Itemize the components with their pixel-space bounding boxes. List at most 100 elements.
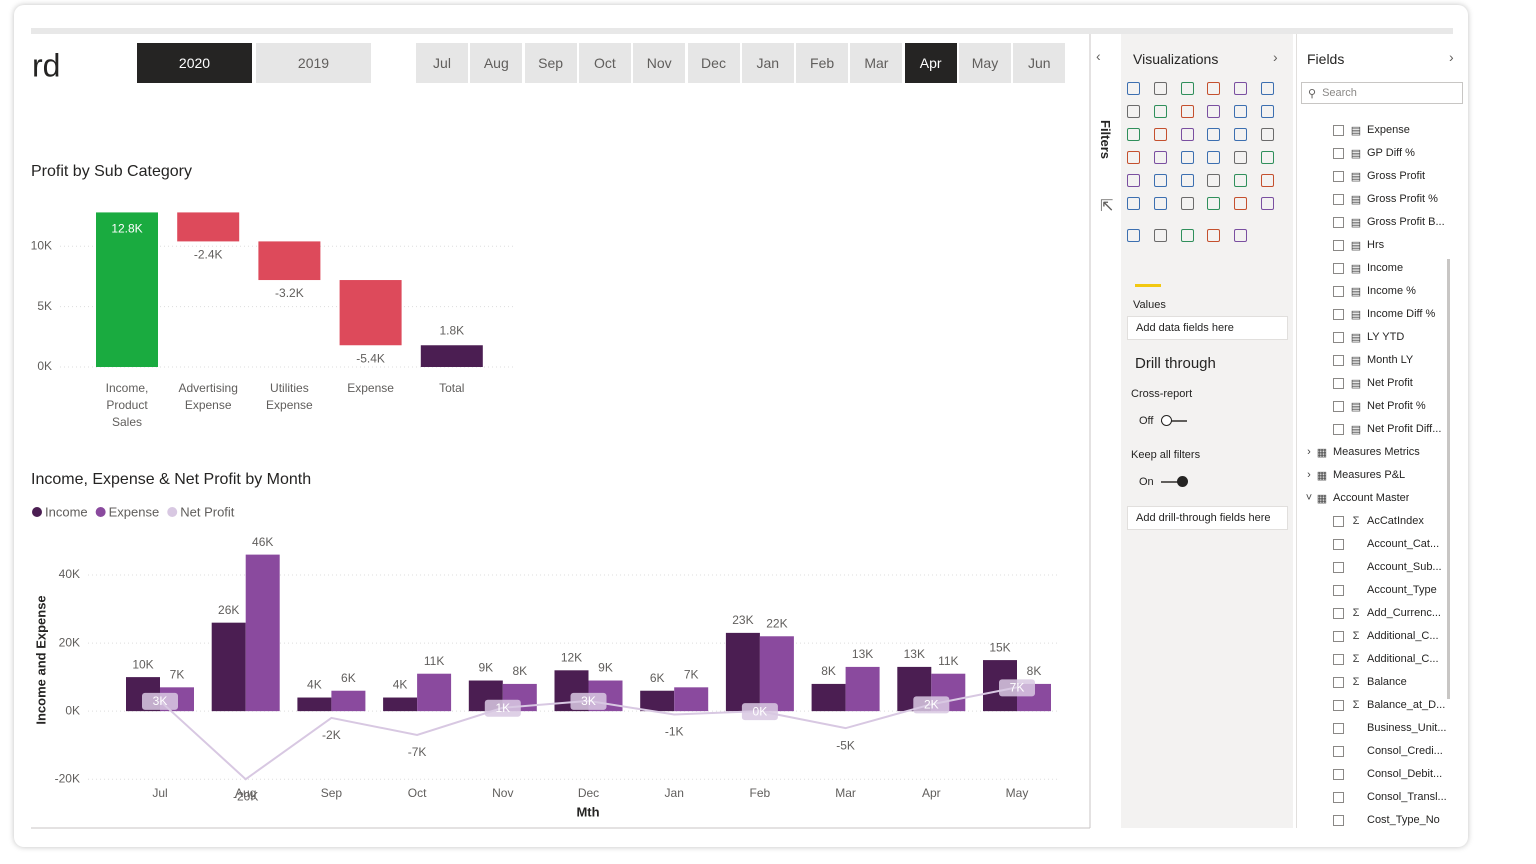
- checkbox[interactable]: [1333, 331, 1344, 343]
- toggle[interactable]: On: [1139, 476, 1188, 488]
- checkbox[interactable]: [1333, 630, 1344, 642]
- month-button[interactable]: Nov: [633, 43, 686, 83]
- search-box[interactable]: ⚲ Search: [1301, 82, 1463, 104]
- visual-icon[interactable]: [1127, 174, 1140, 187]
- field-item[interactable]: Consol_Credi...: [1301, 742, 1455, 760]
- visual-icon[interactable]: [1234, 82, 1248, 95]
- field-item[interactable]: Σ Additional_C...: [1301, 650, 1455, 668]
- field-item[interactable]: Account_Type: [1301, 581, 1455, 599]
- collapse-filters[interactable]: ‹: [1096, 48, 1101, 64]
- field-item[interactable]: Cost_Type_No: [1301, 811, 1455, 829]
- visual-icon[interactable]: [1180, 197, 1194, 210]
- field-item[interactable]: ▤ Expense: [1301, 121, 1455, 139]
- visual-icon[interactable]: [1261, 197, 1274, 210]
- visual-icon[interactable]: [1261, 174, 1274, 187]
- visual-icon[interactable]: [1261, 105, 1274, 118]
- visual-icon[interactable]: [1234, 128, 1248, 141]
- checkbox[interactable]: [1333, 538, 1344, 550]
- visual-icon[interactable]: [1207, 174, 1221, 187]
- visual-icon[interactable]: [1207, 151, 1221, 164]
- checkbox[interactable]: [1333, 676, 1344, 688]
- field-item[interactable]: Account_Cat...: [1301, 535, 1455, 553]
- checkbox[interactable]: [1333, 285, 1344, 297]
- checkbox[interactable]: [1333, 147, 1344, 159]
- field-item[interactable]: Consol_Transl...: [1301, 788, 1455, 806]
- visual-icon[interactable]: [1127, 105, 1140, 118]
- checkbox[interactable]: [1333, 561, 1344, 573]
- visual-icon[interactable]: [1261, 151, 1274, 164]
- cross-report-toggle[interactable]: Off: [1139, 415, 1187, 427]
- field-item[interactable]: ˅ ▦ Account Master: [1301, 489, 1455, 507]
- field-item[interactable]: Σ AcCatIndex: [1301, 512, 1455, 530]
- field-item[interactable]: ▤ Gross Profit: [1301, 167, 1455, 185]
- visual-icon[interactable]: [1153, 151, 1167, 164]
- checkbox[interactable]: [1333, 124, 1344, 136]
- field-item[interactable]: Σ Balance: [1301, 673, 1455, 691]
- visual-icon[interactable]: [1180, 151, 1194, 164]
- field-item[interactable]: ▤ Net Profit Diff...: [1301, 420, 1455, 438]
- visual-icon[interactable]: [1207, 197, 1221, 210]
- checkbox[interactable]: [1333, 193, 1344, 205]
- toggle-knob[interactable]: [1177, 476, 1188, 487]
- visual-icon[interactable]: [1153, 105, 1167, 118]
- field-item[interactable]: Σ Balance_at_D...: [1301, 696, 1455, 714]
- visual-icon[interactable]: [1207, 229, 1221, 242]
- month-button[interactable]: Jan: [741, 43, 794, 83]
- field-item[interactable]: › ▦ Measures Metrics: [1301, 443, 1455, 461]
- checkbox[interactable]: [1333, 308, 1344, 320]
- field-item[interactable]: Consol_Debit...: [1301, 765, 1455, 783]
- field-item[interactable]: ▤ Income %: [1301, 282, 1455, 300]
- drill-well[interactable]: Add drill-through fields here: [1127, 506, 1288, 530]
- year-button[interactable]: 2020: [137, 43, 252, 83]
- visual-icon[interactable]: [1180, 229, 1194, 242]
- visual-icon[interactable]: [1234, 174, 1248, 187]
- month-button[interactable]: Mar: [850, 43, 903, 83]
- checkbox[interactable]: [1333, 377, 1344, 389]
- expand-arrow[interactable]: ›: [1307, 469, 1311, 481]
- visual-icon[interactable]: [1127, 128, 1140, 141]
- checkbox[interactable]: [1333, 354, 1344, 366]
- visual-icon[interactable]: [1207, 128, 1221, 141]
- toggle-track[interactable]: [1161, 476, 1188, 487]
- field-item[interactable]: ▤ Income Diff %: [1301, 305, 1455, 323]
- month-button[interactable]: Apr: [904, 43, 957, 83]
- checkbox[interactable]: [1333, 170, 1344, 182]
- month-button[interactable]: Feb: [796, 43, 849, 83]
- toggle-knob[interactable]: [1161, 415, 1172, 426]
- visual-icon[interactable]: [1234, 197, 1248, 210]
- field-item[interactable]: ▤ Gross Profit B...: [1301, 213, 1455, 231]
- checkbox[interactable]: [1333, 584, 1344, 596]
- visual-icon[interactable]: [1153, 174, 1167, 187]
- visual-icon[interactable]: [1261, 82, 1274, 95]
- visual-icon[interactable]: [1127, 82, 1140, 95]
- field-item[interactable]: ▤ Month LY: [1301, 351, 1455, 369]
- visual-icon[interactable]: [1153, 197, 1167, 210]
- visual-icon[interactable]: [1180, 82, 1194, 95]
- fields-tab[interactable]: [1135, 262, 1161, 287]
- visual-icon[interactable]: [1180, 174, 1194, 187]
- year-button[interactable]: 2019: [256, 43, 371, 83]
- checkbox[interactable]: [1333, 653, 1344, 665]
- field-item[interactable]: ▤ Income: [1301, 259, 1455, 277]
- visual-icon[interactable]: [1234, 105, 1248, 118]
- visual-icon[interactable]: [1180, 128, 1194, 141]
- expand-arrow[interactable]: ˅: [1305, 492, 1313, 504]
- checkbox[interactable]: [1333, 745, 1344, 757]
- field-item[interactable]: ▤ Net Profit %: [1301, 397, 1455, 415]
- month-button[interactable]: Dec: [687, 43, 740, 83]
- checkbox[interactable]: [1333, 814, 1344, 826]
- scrollbar[interactable]: [1447, 259, 1450, 699]
- toggle-track[interactable]: [1161, 415, 1187, 426]
- field-item[interactable]: › ▦ Measures P&L: [1301, 466, 1455, 484]
- keep-filters-toggle[interactable]: On: [1139, 476, 1188, 488]
- month-button[interactable]: May: [959, 43, 1011, 83]
- visual-icon[interactable]: [1261, 128, 1274, 141]
- visual-icon[interactable]: [1153, 229, 1167, 242]
- checkbox[interactable]: [1333, 768, 1344, 780]
- values-well[interactable]: Add data fields here: [1127, 316, 1288, 340]
- visual-icon[interactable]: [1207, 105, 1221, 118]
- checkbox[interactable]: [1333, 699, 1344, 711]
- visual-icon[interactable]: [1153, 82, 1167, 95]
- checkbox[interactable]: [1333, 239, 1344, 251]
- month-button[interactable]: Jul: [416, 43, 468, 83]
